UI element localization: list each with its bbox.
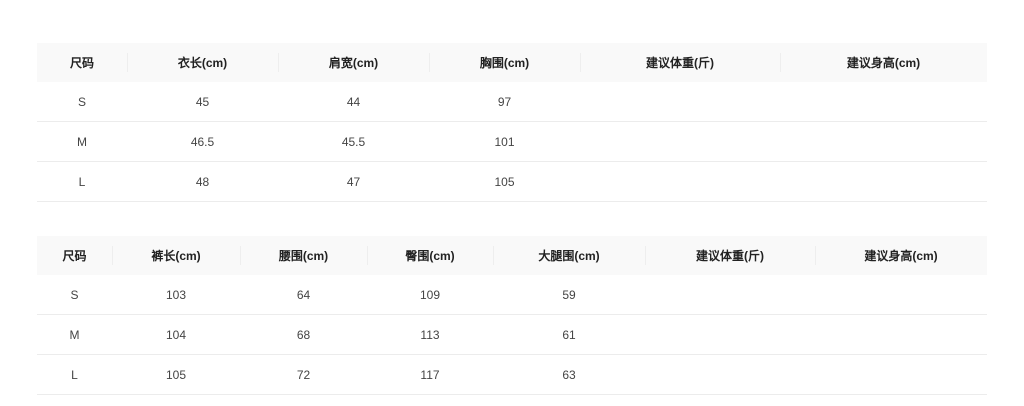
- table-cell: 101: [429, 121, 580, 162]
- table-cell: L: [37, 354, 112, 395]
- table-row: M 46.5 45.5 101: [37, 121, 987, 162]
- column-header: 大腿围(cm): [493, 236, 645, 275]
- table-cell: [780, 121, 987, 162]
- column-header: 建议体重(斤): [580, 43, 780, 82]
- table-row: L 105 72 117 63: [37, 354, 987, 395]
- column-header: 建议身高(cm): [815, 236, 987, 275]
- table-row: S 45 44 97: [37, 82, 987, 122]
- table-cell: 63: [493, 354, 645, 395]
- column-header: 胸围(cm): [429, 43, 580, 82]
- table-cell: 72: [240, 354, 367, 395]
- table-row: S 103 64 109 59: [37, 275, 987, 315]
- table-cell: 68: [240, 314, 367, 355]
- table-header-row: 尺码 裤长(cm) 腰围(cm) 臀围(cm) 大腿围(cm) 建议体重(斤) 建议身高(c…: [37, 236, 987, 275]
- table-cell: 97: [429, 82, 580, 122]
- table-cell: [780, 82, 987, 122]
- table-cell: [580, 121, 780, 162]
- table-cell: [815, 275, 987, 315]
- table-cell: 109: [367, 275, 493, 315]
- table-cell: [645, 354, 815, 395]
- column-header: 建议身高(cm): [780, 43, 987, 82]
- column-header: 衣长(cm): [127, 43, 278, 82]
- table-cell: 117: [367, 354, 493, 395]
- table-cell: 47: [278, 161, 429, 202]
- table-cell: 104: [112, 314, 240, 355]
- table-cell: 46.5: [127, 121, 278, 162]
- table-cell: [780, 161, 987, 202]
- table-cell: S: [37, 275, 112, 315]
- column-header: 尺码: [37, 236, 112, 275]
- table-cell: 45: [127, 82, 278, 122]
- table-cell: 48: [127, 161, 278, 202]
- table-cell: 45.5: [278, 121, 429, 162]
- tops-size-table: 尺码 衣长(cm) 肩宽(cm) 胸围(cm) 建议体重(斤) 建议身高(cm) S 45 4…: [37, 43, 987, 202]
- table-cell: 61: [493, 314, 645, 355]
- table-cell: [815, 314, 987, 355]
- column-header: 裤长(cm): [112, 236, 240, 275]
- table-cell: [580, 161, 780, 202]
- column-header: 臀围(cm): [367, 236, 493, 275]
- column-header: 腰围(cm): [240, 236, 367, 275]
- table-cell: M: [37, 121, 127, 162]
- table-cell: M: [37, 314, 112, 355]
- column-header: 建议体重(斤): [645, 236, 815, 275]
- table-row: L 48 47 105: [37, 161, 987, 202]
- table-cell: [815, 354, 987, 395]
- table-header-row: 尺码 衣长(cm) 肩宽(cm) 胸围(cm) 建议体重(斤) 建议身高(cm): [37, 43, 987, 82]
- table-cell: [580, 82, 780, 122]
- table-cell: L: [37, 161, 127, 202]
- table-cell: 103: [112, 275, 240, 315]
- pants-size-table: 尺码 裤长(cm) 腰围(cm) 臀围(cm) 大腿围(cm) 建议体重(斤) 建议身高(c…: [37, 236, 987, 395]
- column-header: 尺码: [37, 43, 127, 82]
- table-cell: [645, 314, 815, 355]
- table-cell: 44: [278, 82, 429, 122]
- table-cell: S: [37, 82, 127, 122]
- table-row: M 104 68 113 61: [37, 314, 987, 355]
- table-cell: 105: [429, 161, 580, 202]
- table-cell: 105: [112, 354, 240, 395]
- table-cell: 64: [240, 275, 367, 315]
- table-cell: [645, 275, 815, 315]
- table-cell: 59: [493, 275, 645, 315]
- table-cell: 113: [367, 314, 493, 355]
- column-header: 肩宽(cm): [278, 43, 429, 82]
